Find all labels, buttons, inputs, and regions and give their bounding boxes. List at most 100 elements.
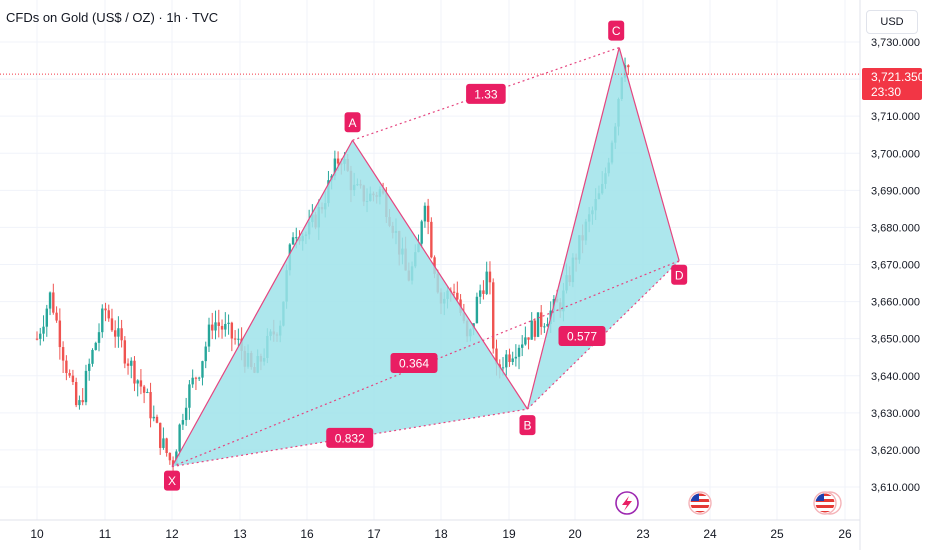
candle-body — [237, 338, 240, 340]
candle-body — [224, 323, 227, 330]
candle-body — [142, 386, 146, 393]
point-label-c[interactable]: C — [612, 24, 621, 38]
candle-body — [426, 205, 430, 222]
candle-body — [91, 349, 94, 364]
us-flag-event-icon-stacked[interactable] — [813, 491, 842, 515]
last-price-value: 3,721.350 — [871, 70, 925, 84]
point-label-bg[interactable] — [164, 470, 180, 491]
time-tick-label: 25 — [770, 527, 784, 541]
pattern-triangle-xab — [172, 140, 528, 467]
candle-body — [155, 416, 159, 423]
ratio-label-0.577: 0.577 — [567, 330, 597, 344]
candle-body — [201, 361, 204, 378]
candle-body — [81, 400, 84, 403]
candle-body — [48, 292, 52, 309]
time-tick-label: 16 — [300, 527, 314, 541]
candle-body — [74, 382, 78, 406]
candle-body — [543, 326, 546, 328]
candle-body — [198, 377, 201, 379]
candle-body — [117, 328, 120, 337]
candle-body — [536, 312, 540, 337]
price-tick-label: 3,690.000 — [871, 185, 920, 197]
candle-body — [162, 438, 165, 448]
point-label-bg[interactable] — [344, 112, 361, 133]
candle-body — [39, 333, 42, 339]
candle-body — [524, 337, 527, 345]
candle-body — [521, 344, 524, 348]
point-label-bg[interactable] — [608, 20, 625, 41]
candle-body — [188, 384, 191, 408]
price-tick-label: 3,650.000 — [871, 334, 920, 346]
candle-body — [178, 424, 181, 452]
point-label-d[interactable]: D — [675, 268, 684, 282]
time-tick-label: 17 — [367, 527, 381, 541]
candle-body — [456, 292, 459, 300]
candle-body — [295, 237, 298, 239]
time-tick-label: 12 — [165, 527, 179, 541]
candle-body — [423, 205, 427, 222]
candle-body — [181, 420, 185, 425]
time-tick-label: 26 — [838, 527, 852, 541]
candle-body — [488, 271, 492, 283]
us-flag-event-icon[interactable] — [688, 491, 712, 515]
point-label-x[interactable]: X — [168, 474, 176, 488]
candle-body — [511, 358, 514, 362]
candle-body — [530, 320, 533, 340]
candle-body — [546, 323, 549, 327]
candle-body — [165, 438, 168, 454]
candle-body — [171, 460, 175, 466]
price-tick-label: 3,620.000 — [871, 445, 920, 457]
candle-body — [207, 324, 211, 347]
candle-body — [291, 237, 295, 245]
point-label-bg[interactable] — [671, 264, 688, 285]
harmonic-pattern[interactable]: 0.832 1.33 0.364 0.577 X A B C D — [164, 20, 688, 491]
candle-body — [110, 318, 114, 331]
price-tick-label: 3,640.000 — [871, 371, 920, 383]
candle-body — [123, 340, 127, 364]
time-tick-label: 23 — [636, 527, 650, 541]
candle-body — [130, 360, 133, 366]
candle-body — [204, 346, 207, 362]
time-tick-label: 10 — [30, 527, 44, 541]
event-icons[interactable] — [615, 491, 842, 515]
candle-body — [508, 354, 511, 362]
pattern-leg-cd — [618, 47, 680, 261]
pattern-ratio-line-xd — [171, 260, 680, 468]
candle-body — [168, 453, 172, 461]
candle-body — [211, 324, 214, 331]
candle-body — [191, 377, 194, 385]
candle-body — [159, 422, 162, 448]
candle-body — [227, 322, 230, 324]
point-label-a[interactable]: A — [349, 116, 357, 130]
currency-selector[interactable]: USD — [866, 10, 918, 34]
point-label-bg[interactable] — [519, 415, 536, 436]
ratio-label-1.33: 1.33 — [474, 87, 498, 101]
candle-body — [65, 360, 68, 374]
candle-body — [217, 322, 220, 326]
candle-body — [152, 416, 155, 419]
time-tick-label: 18 — [434, 527, 448, 541]
candle-body — [42, 326, 45, 334]
candle-body — [133, 360, 136, 384]
candle-body — [214, 322, 217, 331]
candle-body — [107, 310, 110, 319]
candle-body — [220, 325, 224, 330]
candle-body — [139, 380, 143, 387]
price-tick-label: 3,610.000 — [871, 482, 920, 494]
time-tick-label: 24 — [703, 527, 717, 541]
candle-body — [146, 392, 149, 394]
candle-body — [68, 373, 71, 376]
candle-body — [533, 320, 537, 337]
price-tick-label: 3,680.000 — [871, 222, 920, 234]
lightning-event-icon[interactable] — [615, 491, 639, 515]
candle-body — [336, 158, 340, 164]
chart-title: CFDs on Gold (US$ / OZ) · 1h · TVC — [6, 10, 219, 25]
candle-body — [136, 380, 139, 384]
candle-body — [452, 291, 456, 293]
candle-body — [52, 292, 55, 313]
ratio-label-bg — [558, 326, 606, 346]
point-label-b[interactable]: B — [523, 419, 531, 433]
candle-body — [71, 375, 75, 383]
